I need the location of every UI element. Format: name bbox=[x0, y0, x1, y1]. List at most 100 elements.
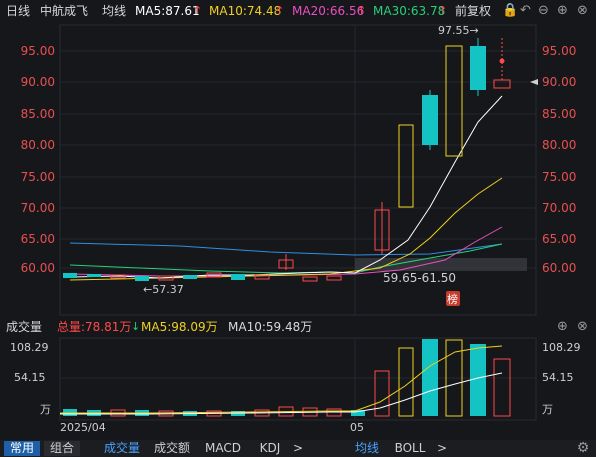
indicator-tab-bar: 常用 组合 成交量 成交额 MACD KDJ > 均线 BOLL > ⚙ bbox=[0, 440, 596, 457]
volume-ma10-line bbox=[60, 372, 503, 415]
tab-volume[interactable]: 成交量 bbox=[103, 441, 140, 455]
volume-chart[interactable]: 108.29 54.15 万 108.29 54.15 万 bbox=[0, 336, 596, 440]
left-tick: 95.00 bbox=[21, 44, 55, 58]
volume-unit: 万 bbox=[40, 403, 51, 416]
left-tick: 90.00 bbox=[21, 75, 55, 89]
left-tick: 80.00 bbox=[21, 138, 55, 152]
candle bbox=[374, 209, 390, 251]
left-tick: 65.00 bbox=[21, 232, 55, 246]
volume-close-icon[interactable]: ⊗ bbox=[577, 319, 588, 334]
settings-gear-icon[interactable]: ⚙ bbox=[576, 440, 590, 456]
candle bbox=[278, 259, 294, 269]
volume-bar bbox=[493, 358, 511, 417]
volume-tick: 108.29 bbox=[10, 341, 49, 354]
right-tick: 85.00 bbox=[542, 107, 576, 121]
candle bbox=[206, 272, 222, 278]
ma30-line bbox=[69, 242, 503, 256]
ma-type-label[interactable]: 均线 bbox=[102, 4, 127, 18]
tab-more-overlays[interactable]: > bbox=[436, 441, 448, 455]
lock-icon[interactable]: 🔒 bbox=[502, 3, 519, 18]
tab-macd[interactable]: MACD bbox=[205, 441, 241, 455]
volume-ma5-line bbox=[60, 345, 503, 414]
tab-more-indicators[interactable]: > bbox=[292, 441, 304, 455]
left-tick: 70.00 bbox=[21, 201, 55, 215]
left-tick: 85.00 bbox=[21, 107, 55, 121]
candle bbox=[158, 275, 174, 281]
volume-ma10: MA10:59.48万 bbox=[228, 320, 313, 334]
stock-name: 中航成飞 bbox=[40, 4, 89, 18]
volume-right-axis: 108.29 54.15 万 bbox=[542, 341, 581, 416]
tab-ma[interactable]: 均线 bbox=[354, 441, 379, 455]
zoom-in-icon[interactable]: ⊕ bbox=[557, 3, 568, 18]
low-price-label: ←57.37 bbox=[143, 283, 184, 296]
left-price-axis: 95.00 90.00 85.00 80.00 75.00 70.00 65.0… bbox=[21, 44, 55, 275]
volume-bar bbox=[470, 344, 486, 416]
current-price-marker-icon bbox=[530, 79, 538, 85]
tab-common[interactable]: 常用 bbox=[4, 441, 40, 456]
tab-boll[interactable]: BOLL bbox=[394, 441, 426, 455]
right-tick: 90.00 bbox=[542, 75, 576, 89]
zoom-out-icon[interactable]: ⊖ bbox=[538, 3, 549, 18]
tab-combo[interactable]: 组合 bbox=[44, 441, 80, 456]
tab-amount[interactable]: 成交额 bbox=[153, 441, 190, 455]
ma20-line bbox=[69, 226, 503, 277]
volume-tick: 54.15 bbox=[542, 371, 574, 384]
ma5-line bbox=[69, 95, 503, 279]
candle bbox=[422, 95, 438, 145]
time-label-start: 2025/04 bbox=[60, 421, 106, 434]
candle bbox=[398, 124, 414, 208]
range-band bbox=[355, 258, 527, 271]
rank-badge[interactable] bbox=[446, 291, 460, 306]
candle bbox=[110, 274, 126, 279]
price-gridlines bbox=[60, 25, 536, 315]
candle bbox=[493, 79, 511, 89]
chart-header: 日线 中航成飞 均线 MA5:87.61 MA10:74.48 MA20:66.… bbox=[0, 0, 596, 22]
ma5-arrow-icon: ↑ bbox=[193, 4, 203, 17]
ma10-value: MA10:74.48 bbox=[209, 4, 282, 18]
volume-down-arrow-icon: ↓ bbox=[131, 320, 141, 333]
period-label[interactable]: 日线 bbox=[6, 4, 31, 18]
right-tick: 60.00 bbox=[542, 261, 576, 275]
adjust-label[interactable]: 前复权 bbox=[455, 4, 492, 18]
candle bbox=[183, 275, 197, 279]
volume-settings-icon[interactable]: ⊕ bbox=[557, 319, 568, 334]
volume-header: 成交量 总量:78.81万 ↓ MA5:98.09万 MA10:59.48万 ⊕… bbox=[0, 318, 596, 336]
candle bbox=[326, 275, 342, 281]
volume-bar bbox=[422, 339, 438, 416]
candle bbox=[231, 274, 245, 280]
ma10-line bbox=[69, 177, 503, 281]
volume-total: 总量:78.81万 bbox=[57, 320, 132, 334]
volume-left-axis: 108.29 54.15 万 bbox=[10, 341, 51, 416]
latest-price-dot-icon bbox=[499, 58, 505, 64]
volume-bar bbox=[445, 339, 463, 417]
ma5-value: MA5:87.61 bbox=[135, 4, 200, 18]
high-price-label: 97.55→ bbox=[438, 24, 479, 37]
right-tick: 65.00 bbox=[542, 232, 576, 246]
candle bbox=[470, 46, 486, 90]
candle bbox=[254, 274, 270, 280]
right-tick: 80.00 bbox=[542, 138, 576, 152]
undo-icon[interactable]: ↶ bbox=[520, 3, 531, 18]
right-tick: 75.00 bbox=[542, 170, 576, 184]
candle bbox=[63, 273, 77, 278]
volume-tick: 54.15 bbox=[14, 371, 46, 384]
tab-kdj[interactable]: KDJ bbox=[259, 441, 281, 455]
rank-badge-label: 榜 bbox=[447, 292, 458, 306]
price-chart[interactable]: 95.00 90.00 85.00 80.00 75.00 70.00 65.0… bbox=[0, 22, 596, 318]
time-label-mid: 05 bbox=[350, 421, 364, 434]
candlesticks bbox=[63, 38, 511, 282]
volume-title[interactable]: 成交量 bbox=[6, 320, 43, 334]
volume-ma5: MA5:98.09万 bbox=[141, 320, 218, 334]
volume-bar bbox=[374, 370, 390, 417]
ma20-value: MA20:66.56 bbox=[292, 4, 365, 18]
left-tick: 60.00 bbox=[21, 261, 55, 275]
close-icon[interactable]: ⊗ bbox=[577, 3, 588, 18]
ma20-arrow-icon: ↑ bbox=[357, 4, 367, 17]
right-tick: 95.00 bbox=[542, 44, 576, 58]
candle bbox=[445, 45, 463, 157]
ma10-arrow-icon: ↑ bbox=[275, 4, 285, 17]
right-price-axis: 95.00 90.00 85.00 80.00 75.00 70.00 65.0… bbox=[542, 44, 576, 275]
volume-bar bbox=[398, 347, 414, 417]
ma30-arrow-icon: ↑ bbox=[438, 4, 448, 17]
volume-bar bbox=[351, 410, 365, 416]
